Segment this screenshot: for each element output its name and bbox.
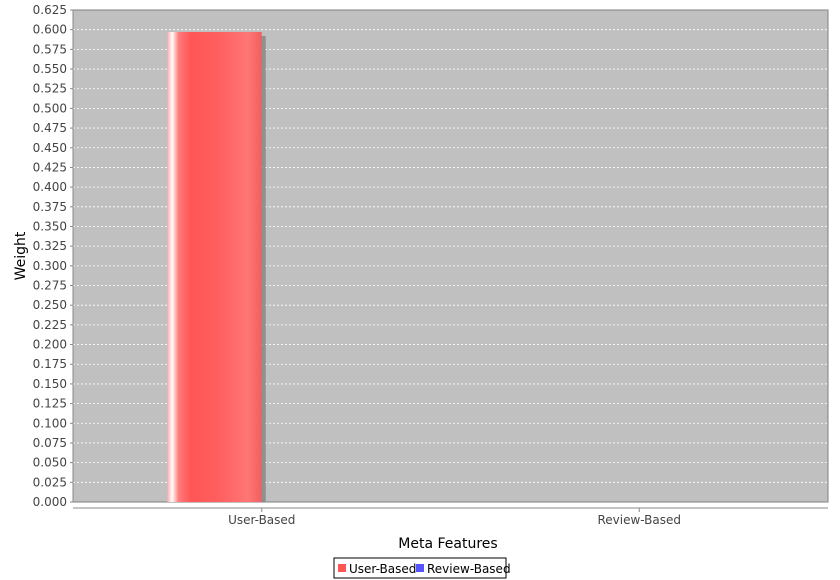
legend-label-user-based: User-Based xyxy=(349,562,416,576)
y-tick-label: 0.150 xyxy=(33,377,67,391)
y-tick-label: 0.350 xyxy=(33,219,67,233)
y-tick-label: 0.050 xyxy=(33,456,67,470)
legend-swatch-review-based xyxy=(416,564,424,572)
y-tick-label: 0.325 xyxy=(33,239,67,253)
legend: User-Based Review-Based xyxy=(333,557,511,579)
y-tick-label: 0.400 xyxy=(33,180,67,194)
y-axis-ticks: 0.000 0.025 0.050 0.075 0.100 0.125 0.150 0.175… xyxy=(33,3,73,509)
y-tick-label: 0.300 xyxy=(33,259,67,273)
y-tick-label: 0.100 xyxy=(33,416,67,430)
bars-group xyxy=(167,32,266,503)
bar-user-based xyxy=(167,32,262,503)
y-tick-label: 0.625 xyxy=(33,3,67,17)
legend-label-review-based: Review-Based xyxy=(427,562,511,576)
y-tick-label: 0.200 xyxy=(33,338,67,352)
y-axis-title: Weight xyxy=(13,231,29,280)
y-tick-label: 0.175 xyxy=(33,357,67,371)
legend-swatch-user-based xyxy=(338,564,346,572)
y-tick-label: 0.550 xyxy=(33,62,67,76)
x-axis-title: Meta Features xyxy=(398,536,497,552)
y-tick-label: 0.425 xyxy=(33,160,67,174)
x-tick-label: Review-Based xyxy=(597,513,681,527)
y-tick-label: 0.500 xyxy=(33,101,67,115)
y-tick-label: 0.475 xyxy=(33,121,67,135)
y-tick-label: 0.075 xyxy=(33,436,67,450)
y-tick-label: 0.375 xyxy=(33,200,67,214)
x-tick-label: User-Based xyxy=(228,513,295,527)
x-axis-ticks: User-Based Review-Based xyxy=(228,508,681,527)
y-tick-label: 0.600 xyxy=(33,23,67,37)
y-tick-label: 0.000 xyxy=(33,495,67,509)
y-tick-label: 0.125 xyxy=(33,397,67,411)
y-tick-label: 0.525 xyxy=(33,82,67,96)
y-tick-label: 0.250 xyxy=(33,298,67,312)
y-tick-label: 0.450 xyxy=(33,141,67,155)
y-tick-label: 0.025 xyxy=(33,475,67,489)
y-tick-label: 0.275 xyxy=(33,279,67,293)
y-tick-label: 0.225 xyxy=(33,318,67,332)
y-tick-label: 0.575 xyxy=(33,42,67,56)
